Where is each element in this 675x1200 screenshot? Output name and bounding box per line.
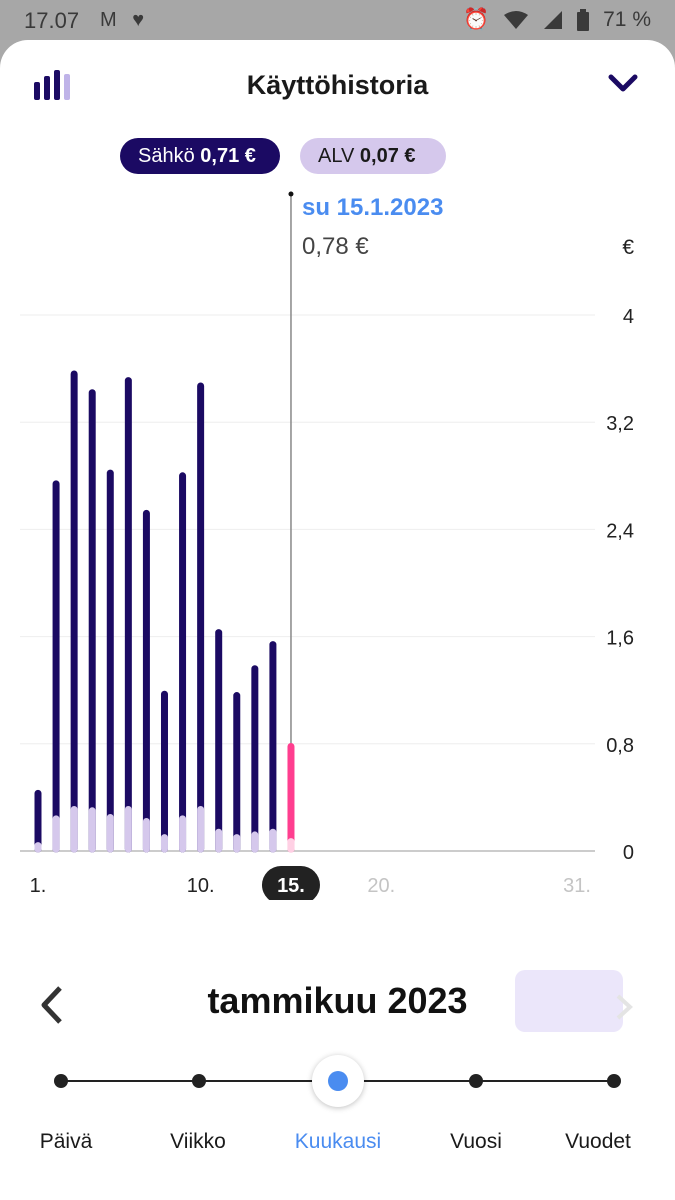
legend-chip-alv[interactable]: ALV 0,07 € — [300, 138, 446, 174]
range-label-viikko[interactable]: Viikko — [170, 1130, 226, 1153]
status-right: ⏰ 71 % — [463, 8, 651, 32]
page-title: Käyttöhistoria — [246, 70, 429, 100]
period-title: tammikuu 2023 — [207, 980, 468, 1021]
y-tick-label: 2,4 — [606, 520, 634, 542]
range-dot-vuosi[interactable] — [469, 1074, 483, 1088]
selected-date: su 15.1.2023 — [302, 194, 444, 221]
battery-icon — [577, 9, 590, 31]
status-notification-icons: M ♥ — [100, 9, 144, 32]
x-tick-selected-pill — [261, 866, 320, 900]
selection-dot — [288, 191, 294, 197]
chevron-left-icon[interactable] — [38, 984, 66, 1026]
bar-chart-icon[interactable] — [34, 68, 72, 100]
x-tick-label: 10. — [187, 875, 215, 897]
range-dot-viikko[interactable] — [192, 1074, 206, 1088]
legend-alv-value: 0,07 € — [359, 145, 416, 167]
chevron-right-icon[interactable] — [612, 992, 636, 1022]
usage-history-sheet: Käyttöhistoria Sähkö 0,71 € ALV 0,07 € s… — [0, 40, 675, 1200]
range-label-vuosi[interactable]: Vuosi — [450, 1130, 502, 1153]
legend-sahko-value: 0,71 € — [200, 145, 256, 167]
wifi-icon — [504, 11, 529, 29]
x-tick-label: 31. — [563, 875, 591, 897]
legend-sahko-label: Sähkö — [138, 145, 195, 167]
y-tick-label: 1,6 — [606, 628, 634, 650]
ghost-button — [515, 970, 623, 1032]
range-dot-vuodet[interactable] — [607, 1074, 621, 1088]
usage-bar-chart[interactable]: 4 3,2 2,4 1,6 0,8 0 €1. 10. 15. 20. 31. — [0, 40, 675, 900]
legend-alv-label: ALV — [318, 145, 355, 167]
y-tick-label: 0 — [623, 842, 634, 864]
alarm-icon: ⏰ — [462, 8, 490, 31]
x-tick-label: 1. — [30, 875, 47, 897]
x-tick-label: 15. — [277, 875, 305, 897]
range-dot-paiva[interactable] — [54, 1074, 68, 1088]
signal-icon — [544, 11, 563, 29]
y-tick-label: 0,8 — [606, 735, 634, 757]
status-time: 17.07 — [24, 8, 80, 33]
range-label-kuukausi[interactable]: Kuukausi — [294, 1130, 382, 1153]
status-bar: 17.07 M ♥ ⏰ 71 % — [0, 0, 675, 40]
battery-level: 71 % — [603, 8, 651, 31]
heart-icon: ♥ — [132, 9, 145, 31]
range-dot-kuukausi[interactable] — [312, 1055, 364, 1107]
x-tick-label: 20. — [367, 875, 395, 897]
legend-chip-sahko[interactable]: Sähkö 0,71 € — [120, 138, 280, 174]
range-label-vuodet[interactable]: Vuodet — [565, 1130, 631, 1153]
y-tick-label: 3,2 — [606, 413, 634, 435]
y-tick-label: 4 — [623, 306, 634, 328]
range-label-paiva[interactable]: Päivä — [39, 1130, 93, 1153]
chevron-down-icon[interactable] — [607, 72, 639, 96]
gmail-icon: M — [100, 9, 117, 31]
selected-value: 0,78 € — [302, 233, 369, 260]
y-unit-label: € — [622, 236, 634, 259]
